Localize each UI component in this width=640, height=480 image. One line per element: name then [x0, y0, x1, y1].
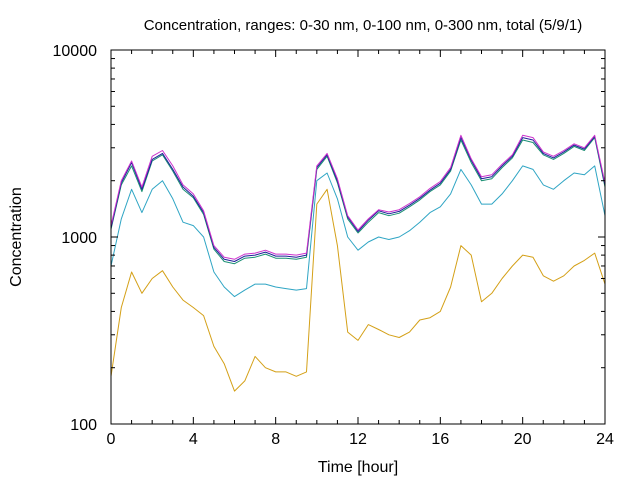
series-line-3 [110, 137, 606, 265]
chart-title: Concentration, ranges: 0-30 nm, 0-100 nm… [144, 17, 583, 34]
series-line-2 [110, 165, 606, 298]
x-tick-label: 12 [349, 431, 367, 448]
x-tick-label: 8 [271, 431, 280, 448]
series-line-4 [110, 135, 606, 262]
tick-layer: 0 4 8 12 16 20 24 100 1000 10000 [53, 43, 615, 448]
x-tick-label: 24 [596, 431, 614, 448]
x-tick-label: 0 [107, 431, 116, 448]
y-axis-title: Concentration [8, 187, 25, 287]
y-tick-label: 1000 [61, 230, 97, 247]
series-layer [110, 134, 606, 392]
x-tick-label: 20 [514, 431, 532, 448]
x-tick-label: 4 [189, 431, 198, 448]
series-line-5 [110, 134, 606, 260]
x-tick-label: 16 [431, 431, 449, 448]
y-tick-label: 10000 [53, 43, 98, 60]
series-line-1 [110, 188, 606, 392]
y-tick-label: 100 [70, 417, 97, 434]
x-axis-title: Time [hour] [318, 459, 398, 476]
